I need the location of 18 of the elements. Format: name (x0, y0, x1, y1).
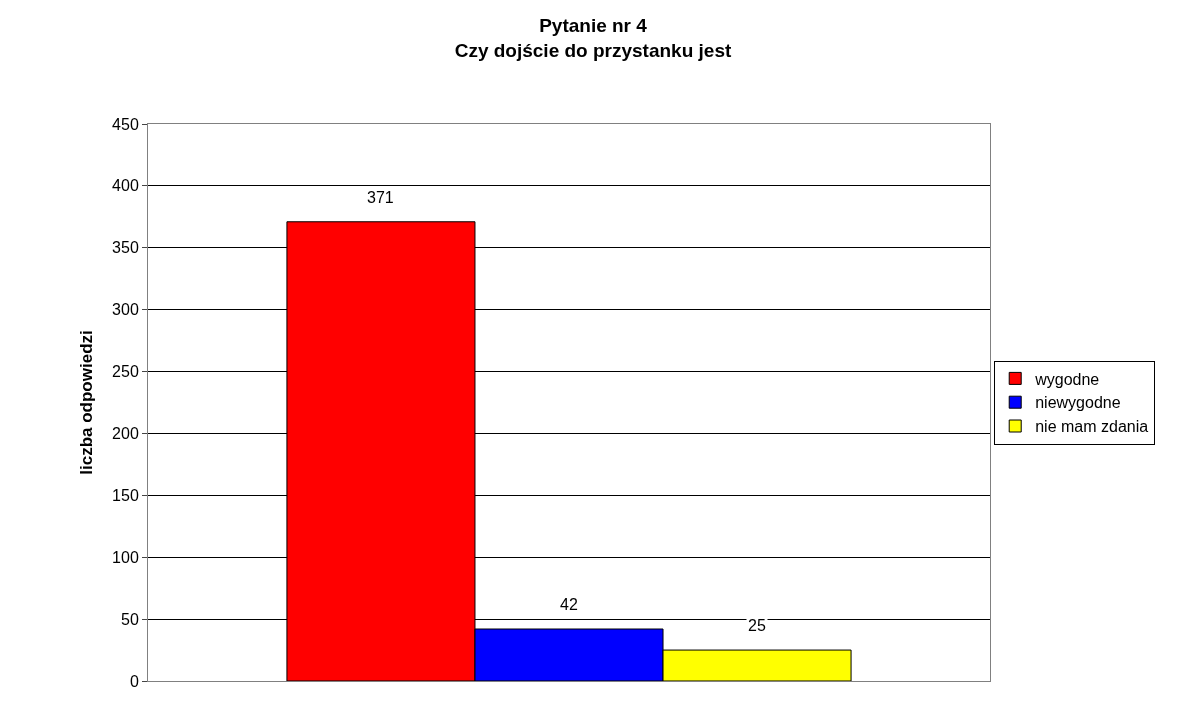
legend-label: wygodne (1034, 370, 1100, 388)
y-tick-label: 200 (112, 425, 139, 443)
legend-label: nie mam zdania (1035, 418, 1149, 436)
y-axis-title: liczba odpowiedzi (76, 330, 96, 475)
data-label: 371 (367, 189, 394, 206)
y-tick-label: 0 (129, 672, 139, 690)
y-tick-label: 150 (112, 486, 139, 504)
y-tick-label: 300 (112, 301, 139, 319)
data-label: 25 (748, 617, 766, 634)
y-tick-label: 100 (112, 548, 139, 566)
legend-label: niewygodne (1035, 394, 1121, 412)
chart-title: Pytanie nr 4 Czy dojście do przystanku jest (454, 14, 732, 61)
y-tick-label: 250 (112, 363, 139, 381)
data-label: 42 (560, 596, 578, 613)
y-tick-label: 400 (112, 177, 139, 195)
y-tick-label: 450 (112, 115, 139, 133)
y-tick-label: 50 (121, 610, 139, 628)
y-tick-label: 350 (112, 239, 139, 257)
